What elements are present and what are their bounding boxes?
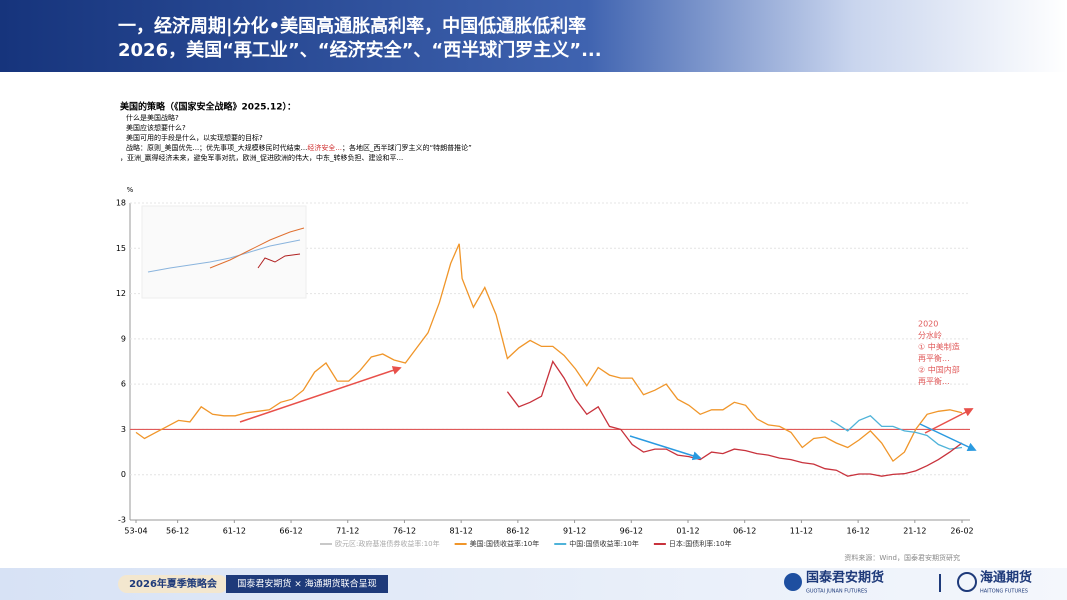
- logo-icon: [957, 572, 977, 592]
- annotation: 再平衡...: [918, 353, 950, 363]
- logo: 国泰君安期货: [806, 570, 884, 586]
- series-line: [830, 415, 963, 450]
- y-tick-label: 15: [116, 244, 126, 253]
- body-line: 美国应该想要什么?: [126, 123, 186, 132]
- legend-label: 日本:国债利率:10年: [669, 539, 732, 548]
- x-tick-label: 96-12: [620, 527, 643, 536]
- logo: 海通期货: [980, 570, 1032, 586]
- title: 一，经济周期|分化•美国高通胀高利率，中国低通胀低利率: [118, 15, 586, 37]
- header-band: [0, 0, 1067, 72]
- y-tick-label: 6: [121, 380, 126, 389]
- x-tick-label: 26-02: [950, 527, 973, 536]
- annotation: 再平衡...: [918, 376, 950, 386]
- presenter: 国泰君安期货 × 海通期货联合呈现: [237, 578, 376, 590]
- trend-arrow: [919, 423, 977, 451]
- trend-arrow: [239, 366, 402, 423]
- annotation: ② 中国内部: [918, 365, 960, 375]
- logo-icon: [784, 573, 802, 591]
- body-line: 战略：原则_美国优先...；优先事项_大规模移民时代结束...经济安全...；各…: [126, 143, 472, 152]
- series-line: [506, 360, 963, 477]
- y-tick-label: 3: [121, 425, 126, 434]
- annotation: 分水岭: [918, 330, 942, 340]
- body-heading: 美国的策略（《国家安全战略》2025.12）：: [120, 101, 296, 113]
- inset-thumbnail: [141, 205, 307, 299]
- text: ；各地区_西半球门罗主义的“特朗普推论”: [342, 143, 472, 152]
- event-pill: [118, 575, 228, 593]
- y-tick-label: 12: [116, 289, 126, 298]
- annotation: ① 中美制造: [918, 342, 960, 352]
- x-tick-label: 56-12: [166, 527, 189, 536]
- x-tick-label: 01-12: [676, 527, 699, 536]
- x-tick-label: 76-12: [393, 527, 416, 536]
- trend-arrow: [629, 435, 702, 461]
- x-tick-label: 66-12: [279, 527, 302, 536]
- legend-label: 美国:国债收益率:10年: [470, 539, 540, 548]
- x-tick-label: 86-12: [506, 527, 529, 536]
- event: 2026年夏季策略会: [129, 577, 217, 590]
- title: 2026，美国“再工业”、“经济安全”、“西半球门罗主义”...: [118, 39, 602, 61]
- x-tick-label: 71-12: [336, 527, 359, 536]
- y-unit: %: [127, 186, 134, 194]
- series-line: [135, 243, 963, 463]
- text: 战略：原则_美国优先...；优先事项_大规模移民时代结束...: [126, 143, 307, 152]
- legend-label: 欧元区:政府基准债券收益率:10年: [335, 539, 440, 548]
- y-tick-label: 9: [121, 334, 126, 343]
- x-tick-label: 21-12: [903, 527, 926, 536]
- x-tick-label: 81-12: [450, 527, 473, 536]
- x-tick-label: 53-04: [124, 527, 147, 536]
- body-line: ，亚洲_赢得经济未来，避免军事对抗，欧洲_促进欧洲的伟大，中东_转移负担、建设和…: [120, 153, 403, 162]
- logo-en: GUOTAI JUNAN FUTURES: [806, 589, 867, 595]
- x-tick-label: 06-12: [733, 527, 756, 536]
- y-tick-label: -3: [118, 516, 126, 525]
- body-line: 什么是美国战略?: [126, 113, 179, 122]
- y-tick-label: 0: [121, 470, 126, 479]
- x-tick-label: 16-12: [846, 527, 869, 536]
- x-tick-label: 91-12: [563, 527, 586, 536]
- legend-label: 中国:国债收益率:10年: [569, 539, 639, 548]
- plot: % -3 0 3 6 9 12 15 18 53-04 56-12 61-12 66-12 71-12 76…: [116, 186, 974, 548]
- presenter-bar: [226, 575, 388, 593]
- source: 资料来源：Wind，国泰君安期货研究: [844, 553, 960, 562]
- body-line: 美国可用的手段是什么，以实现想要的目标?: [126, 133, 263, 142]
- y-tick-label: 18: [116, 199, 126, 208]
- x-tick-label: 11-12: [790, 527, 813, 536]
- x-tick-label: 61-12: [223, 527, 246, 536]
- highlight: 经济安全...: [307, 143, 342, 152]
- trend-arrow: [924, 408, 974, 434]
- annotation: 2020: [918, 320, 938, 329]
- logo-en: HAITONG FUTURES: [980, 589, 1028, 595]
